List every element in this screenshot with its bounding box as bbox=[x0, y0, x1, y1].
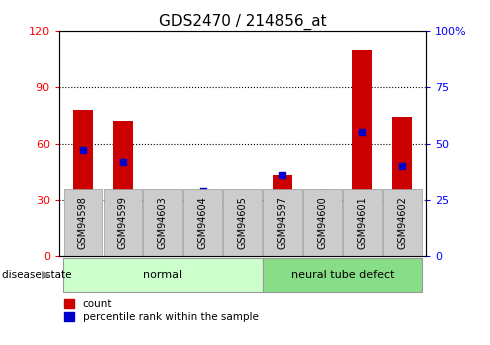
Bar bbox=[272, 176, 293, 256]
Text: GSM94604: GSM94604 bbox=[197, 196, 208, 249]
Point bbox=[159, 208, 167, 214]
FancyBboxPatch shape bbox=[343, 189, 382, 256]
Bar bbox=[193, 207, 213, 256]
Bar bbox=[73, 110, 93, 256]
Text: neural tube defect: neural tube defect bbox=[291, 270, 394, 280]
FancyBboxPatch shape bbox=[103, 189, 142, 256]
Text: normal: normal bbox=[143, 270, 182, 280]
Text: GSM94597: GSM94597 bbox=[277, 196, 288, 249]
FancyBboxPatch shape bbox=[144, 189, 182, 256]
Bar bbox=[113, 121, 133, 256]
Text: GSM94599: GSM94599 bbox=[118, 196, 128, 249]
Bar bbox=[352, 50, 372, 256]
Bar bbox=[153, 228, 172, 256]
Text: GSM94605: GSM94605 bbox=[238, 196, 247, 249]
FancyBboxPatch shape bbox=[263, 258, 422, 292]
Point bbox=[119, 159, 126, 164]
Bar bbox=[392, 117, 412, 256]
Point bbox=[318, 190, 326, 196]
Text: GSM94602: GSM94602 bbox=[397, 196, 407, 249]
Text: GSM94598: GSM94598 bbox=[78, 196, 88, 249]
Text: GSM94600: GSM94600 bbox=[318, 196, 327, 249]
Text: disease state: disease state bbox=[2, 270, 72, 280]
Point bbox=[239, 226, 246, 232]
Point bbox=[79, 148, 87, 153]
FancyBboxPatch shape bbox=[64, 189, 102, 256]
FancyBboxPatch shape bbox=[263, 189, 302, 256]
FancyBboxPatch shape bbox=[223, 189, 262, 256]
FancyBboxPatch shape bbox=[303, 189, 342, 256]
Point bbox=[279, 172, 287, 178]
Title: GDS2470 / 214856_at: GDS2470 / 214856_at bbox=[159, 13, 326, 30]
FancyBboxPatch shape bbox=[63, 258, 263, 292]
FancyBboxPatch shape bbox=[383, 189, 421, 256]
FancyBboxPatch shape bbox=[183, 189, 222, 256]
Bar bbox=[233, 247, 252, 256]
Text: GSM94601: GSM94601 bbox=[357, 196, 368, 249]
Legend: count, percentile rank within the sample: count, percentile rank within the sample bbox=[64, 299, 259, 322]
Point bbox=[359, 130, 367, 135]
Point bbox=[398, 164, 406, 169]
Text: GSM94603: GSM94603 bbox=[158, 196, 168, 249]
Text: ▶: ▶ bbox=[42, 270, 51, 280]
Point bbox=[198, 188, 206, 194]
Bar bbox=[313, 211, 332, 256]
